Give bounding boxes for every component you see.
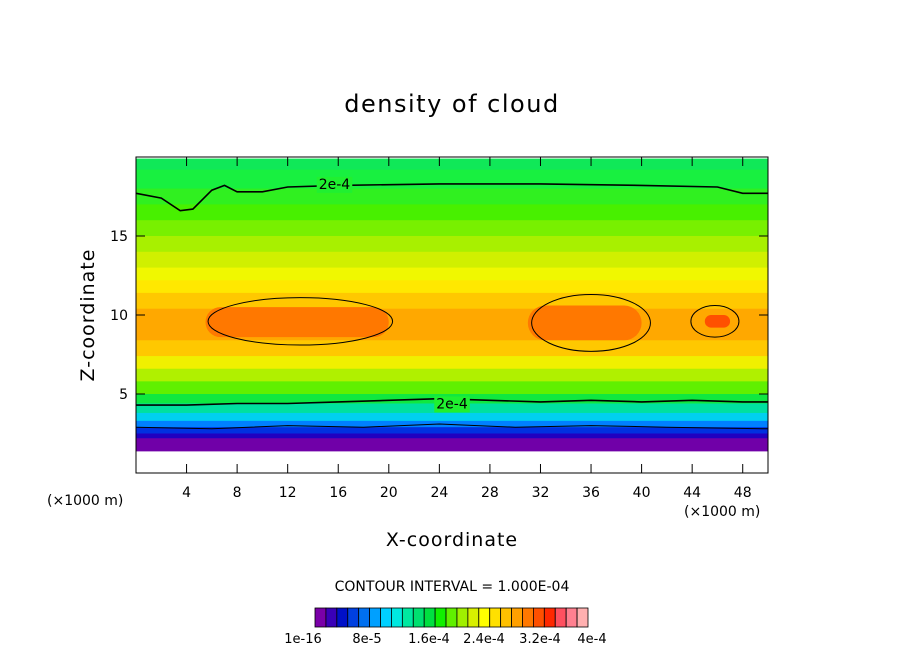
colorbar-swatch [423, 607, 436, 628]
colorbar-swatch [314, 607, 327, 628]
colorbar-swatch [445, 607, 458, 628]
colorbar-swatch [325, 607, 338, 628]
field-band [136, 267, 768, 281]
field-band [136, 188, 768, 205]
field-band [136, 356, 768, 370]
field-band [136, 368, 768, 382]
field-band [136, 280, 768, 294]
contour-labels: 2e-4 2e-4 [316, 176, 470, 413]
colorbar-swatch [434, 607, 447, 628]
colorbar-label: 1e-16 [284, 632, 322, 647]
colorbar-swatch [467, 607, 480, 628]
x-tick-label: 32 [532, 485, 550, 501]
x-tick-label: 12 [279, 485, 297, 501]
field-core [527, 305, 642, 341]
contour-base [136, 423, 768, 430]
colorbar-swatch [401, 607, 414, 628]
colorbar-label: 1.6e-4 [408, 632, 450, 647]
contour-loop [531, 293, 651, 352]
colorbar-swatch [391, 607, 403, 628]
chart-title: density of cloud [344, 90, 559, 118]
contour-loop [207, 297, 394, 346]
colorbar-swatch [554, 607, 567, 628]
colorbar-label: 2.4e-4 [463, 632, 505, 647]
colorbar-swatch [456, 607, 469, 628]
colorbar-label: 4e-4 [577, 632, 606, 647]
field-band [136, 438, 768, 452]
colorbar-swatch [336, 607, 349, 628]
x-tick-label: 4 [182, 485, 191, 501]
contour-label-background [434, 396, 470, 413]
colorbar-swatch [511, 607, 523, 628]
x-tick-label: 8 [233, 485, 242, 501]
x-tick-label: 48 [734, 485, 752, 501]
x-unit-label: (×1000 m) [684, 504, 760, 520]
colorbar-swatch [543, 607, 556, 628]
colorbar-swatch [576, 607, 589, 628]
colorbar-label: 3.2e-4 [519, 632, 561, 647]
field-band [136, 236, 768, 253]
colorbar-swatch [522, 607, 534, 628]
x-tick-label: 20 [380, 485, 398, 501]
colorbar-swatch [412, 607, 425, 628]
field-band [136, 340, 768, 357]
colorbar-swatch [347, 607, 360, 628]
contour-label-background [316, 176, 353, 193]
colorbar-swatch [478, 607, 491, 628]
field-core [704, 315, 731, 328]
field-band [136, 220, 768, 237]
x-tick-label: 24 [430, 485, 448, 501]
field-band [136, 251, 768, 269]
colorbar-label: 8e-5 [352, 632, 381, 647]
colorbar-labels: 1e-16 8e-5 1.6e-4 2.4e-4 3.2e-4 4e-4 [284, 632, 606, 647]
field-band [136, 292, 768, 310]
field-band [136, 433, 768, 439]
contour-upper [136, 183, 768, 212]
x-axis-label: X-coordinate [386, 529, 518, 551]
colorbar-swatch [489, 607, 502, 628]
x-tick-label: 16 [329, 485, 347, 501]
y-unit-label: (×1000 m) [47, 493, 123, 509]
field-band [136, 381, 768, 395]
colorbar [314, 607, 589, 628]
field-band [136, 412, 768, 422]
y-tick-label: 15 [110, 229, 128, 245]
contour-interval-text: CONTOUR INTERVAL = 1.000E-04 [335, 579, 570, 595]
x-tick-label: 28 [481, 485, 499, 501]
colorbar-swatch [369, 607, 381, 628]
colorbar-swatch [533, 607, 545, 628]
field-band [136, 427, 768, 434]
x-tick-label: 40 [633, 485, 651, 501]
y-tick-label: 5 [119, 387, 128, 403]
y-axis-ticks: 5 10 15 [110, 229, 768, 403]
x-tick-label: 36 [582, 485, 600, 501]
y-tick-label: 10 [110, 308, 128, 324]
density-field [136, 158, 768, 452]
contour-label: 2e-4 [319, 177, 351, 193]
colorbar-swatch [380, 607, 392, 628]
contour-loop [690, 305, 740, 338]
x-tick-label: 44 [683, 485, 701, 501]
field-band [136, 204, 768, 221]
field-band [136, 158, 768, 171]
field-core [205, 307, 389, 338]
colorbar-swatch [500, 607, 512, 628]
colorbar-swatch [358, 607, 370, 628]
colorbar-swatch [565, 607, 578, 628]
contour-label: 2e-4 [436, 396, 468, 412]
x-axis-ticks: 4 8 12 16 20 24 28 32 36 40 44 48 [182, 157, 752, 501]
y-axis-label: Z-coordinate [77, 249, 99, 382]
